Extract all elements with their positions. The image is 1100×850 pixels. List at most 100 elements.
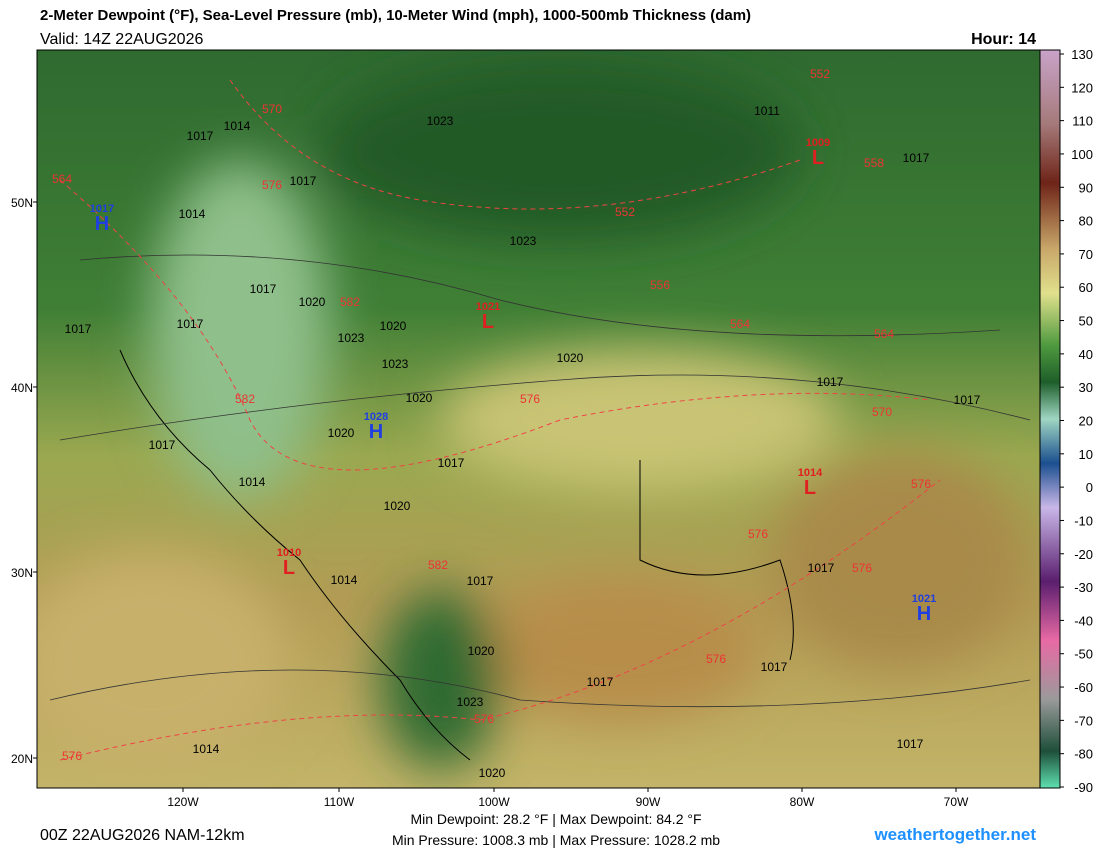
colorbar-label: 30 <box>1079 380 1093 395</box>
thickness-label: 582 <box>235 392 255 406</box>
colorbar-label: 90 <box>1079 180 1093 195</box>
colorbar-label: 120 <box>1071 80 1093 95</box>
isobar-label: 1020 <box>557 351 584 365</box>
thickness-label: 558 <box>864 156 884 170</box>
isobar-label: 1017 <box>187 129 214 143</box>
pressure-center-letter: L <box>283 557 295 579</box>
isobar-label: 1014 <box>239 475 266 489</box>
colorbar-label: 60 <box>1079 280 1093 295</box>
pressure-center-value: 1021 <box>912 593 936 605</box>
pressure-center-value: 1017 <box>90 203 114 215</box>
lon-label: 90W <box>636 795 661 809</box>
lat-label: 40N <box>11 381 33 395</box>
colorbar-label: 20 <box>1079 414 1093 429</box>
colorbar-label: -30 <box>1074 580 1093 595</box>
isobar-label: 1017 <box>817 375 844 389</box>
isobar-label: 1017 <box>808 561 835 575</box>
colorbar-label: 70 <box>1079 247 1093 262</box>
colorbar-label: 0 <box>1086 480 1093 495</box>
lon-label: 100W <box>478 795 510 809</box>
thickness-label: 576 <box>474 712 494 726</box>
thickness-label: 576 <box>520 392 540 406</box>
thickness-label: 576 <box>262 178 282 192</box>
isobar-label: 1020 <box>406 391 433 405</box>
colorbar-label: 80 <box>1079 214 1093 229</box>
thickness-label: 576 <box>62 749 82 763</box>
colorbar-label: -20 <box>1074 547 1093 562</box>
colorbar-label: -40 <box>1074 613 1093 628</box>
isobar-label: 1023 <box>457 695 484 709</box>
pressure-center-value: 1028 <box>364 411 388 423</box>
thickness-label: 552 <box>810 67 830 81</box>
isobar-label: 1023 <box>427 114 454 128</box>
isobar-label: 1017 <box>149 438 176 452</box>
isobar-label: 1017 <box>177 317 204 331</box>
isobar-label: 1014 <box>224 119 251 133</box>
colorbar-label: 10 <box>1079 447 1093 462</box>
isobar-label: 1017 <box>250 282 277 296</box>
colorbar-label: -80 <box>1074 747 1093 762</box>
isobar-label: 1014 <box>331 573 358 587</box>
isobar-label: 1011 <box>754 104 780 118</box>
isobar-label: 1020 <box>380 319 407 333</box>
isobar-label: 1017 <box>65 322 92 336</box>
isobar-label: 1017 <box>587 675 614 689</box>
thickness-label: 582 <box>428 558 448 572</box>
pressure-center-value: 1014 <box>798 467 823 479</box>
thickness-label: 564 <box>52 172 72 186</box>
pressure-center-letter: H <box>917 603 931 625</box>
thickness-label: 556 <box>650 278 670 292</box>
title: 2-Meter Dewpoint (°F), Sea-Level Pressur… <box>40 7 751 24</box>
thickness-label: 582 <box>340 295 360 309</box>
thickness-label: 564 <box>874 327 894 341</box>
model-run: 00Z 22AUG2026 NAM-12km <box>40 827 245 844</box>
isobar-label: 1017 <box>438 456 465 470</box>
thickness-label: 576 <box>748 527 768 541</box>
isobar-label: 1017 <box>954 393 981 407</box>
isobar-label: 1017 <box>897 737 924 751</box>
pressure-center-letter: L <box>482 311 494 333</box>
lat-label: 30N <box>11 566 33 580</box>
isobar-label: 1014 <box>179 207 206 221</box>
colorbar-label: 100 <box>1071 147 1093 162</box>
isobar-label: 1023 <box>510 234 537 248</box>
colorbar <box>1039 49 1061 789</box>
lat-label: 50N <box>11 196 33 210</box>
valid-time: Valid: 14Z 22AUG2026 <box>40 31 203 48</box>
brand[interactable]: weathertogether.net <box>873 825 1036 844</box>
thickness-label: 570 <box>262 102 282 116</box>
lon-label: 110W <box>324 795 355 809</box>
pressure-stats: Min Pressure: 1008.3 mb | Max Pressure: … <box>392 832 720 848</box>
isobar-label: 1023 <box>382 357 409 371</box>
pressure-center-letter: L <box>804 477 816 499</box>
isobar-label: 1020 <box>299 295 326 309</box>
pressure-center-value: 1009 <box>806 137 830 149</box>
colorbar-label: -60 <box>1074 680 1093 695</box>
pressure-center-letter: H <box>369 421 383 443</box>
colorbar-label: 130 <box>1071 47 1093 62</box>
colorbar-label: -50 <box>1074 647 1093 662</box>
colorbar-label: 110 <box>1072 114 1093 129</box>
thickness-label: 576 <box>706 652 726 666</box>
isobar-label: 1017 <box>903 151 930 165</box>
isobar-label: 1020 <box>328 426 355 440</box>
isobar-label: 1020 <box>384 499 411 513</box>
forecast-hour: Hour: 14 <box>971 31 1036 48</box>
lon-label: 120W <box>167 795 199 809</box>
thickness-label: 576 <box>911 477 931 491</box>
colorbar-label: 50 <box>1079 314 1093 329</box>
isobar-label: 1017 <box>761 660 788 674</box>
lon-label: 80W <box>790 795 815 809</box>
colorbar-label: 40 <box>1079 347 1093 362</box>
pressure-center-letter: L <box>812 147 824 169</box>
lat-label: 20N <box>11 752 33 766</box>
thickness-label: 576 <box>852 561 872 575</box>
isobar-label: 1017 <box>467 574 494 588</box>
isobar-label: 1023 <box>338 331 365 345</box>
pressure-center-value: 1010 <box>277 547 301 559</box>
dewpoint-stats: Min Dewpoint: 28.2 °F | Max Dewpoint: 84… <box>410 811 701 827</box>
thickness-label: 570 <box>872 405 892 419</box>
thickness-label: 564 <box>730 317 750 331</box>
